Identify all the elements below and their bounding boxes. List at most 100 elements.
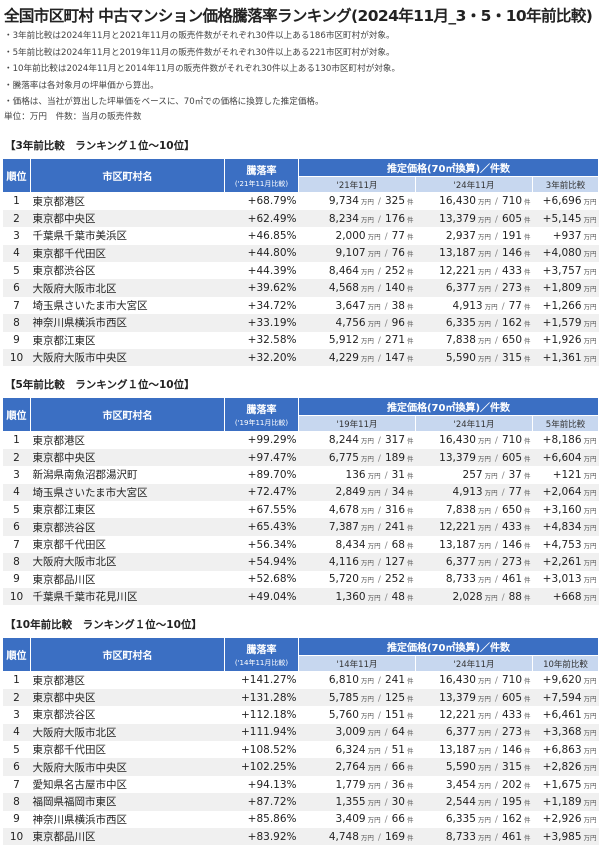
unit-price: 万円 <box>367 746 381 755</box>
change-rate: +39.62% <box>224 279 299 297</box>
prev-count: 66 <box>391 813 405 826</box>
municipality-name: 千葉県千葉市美浜区 <box>32 230 128 243</box>
header-rate-label: 騰落率 <box>246 405 277 416</box>
change-rate: +44.80% <box>224 244 299 263</box>
unit-count: 件 <box>524 285 531 294</box>
price-diff: +1,266 万円 <box>533 297 599 314</box>
header-cur: '24年11月 <box>415 655 533 672</box>
header-name: 市区町村名 <box>30 397 225 432</box>
unit-count: 件 <box>407 506 414 515</box>
separator: / <box>494 284 498 295</box>
header-cur: '24年11月 <box>415 415 533 432</box>
unit-price: 万円 <box>360 198 374 207</box>
cur-price: 2,937 <box>445 229 476 242</box>
prev-price: 8,244 <box>328 434 359 447</box>
cur-count: 650 <box>501 334 522 347</box>
municipality-name: 神奈川県横浜市西区 <box>30 314 225 332</box>
header-rank: 順位 <box>2 637 31 672</box>
table-row: 5 東京都渋谷区 +44.39% 8,464 万円/252 件 12,221 万円/4… <box>3 262 599 279</box>
separator: / <box>494 815 498 826</box>
table-row: 8 福岡県福岡市東区 +87.72% 1,355 万円/30 件 2,544 万円/1… <box>2 793 599 811</box>
unit-price: 万円 <box>360 437 374 446</box>
cur-price-count: 6,335 万円/162 件 <box>415 314 533 332</box>
rank: 4 <box>2 483 31 502</box>
unit-price: 万円 <box>583 798 597 807</box>
separator: / <box>501 592 505 603</box>
ranking-section: 【5年前比較 ランキング１位～10位】 順位 市区町村名 騰落率 ('19年11月… <box>2 375 600 606</box>
cur-price-count: 13,379 万円/605 件 <box>415 448 533 467</box>
diff-value: +3,368 <box>542 726 582 739</box>
diff-value: +3,985 <box>542 830 582 843</box>
price-diff: +3,160 万円 <box>533 501 599 518</box>
cur-price: 16,430 <box>439 434 476 447</box>
diff-value: +121 <box>552 468 582 481</box>
unit-price: 万円 <box>367 764 381 773</box>
cur-price: 13,379 <box>439 212 476 225</box>
header-rank: 順位 <box>2 397 31 432</box>
prev-price-count: 1,360 万円/48 件 <box>298 588 416 606</box>
cur-price-count: 13,379 万円/605 件 <box>415 209 533 228</box>
separator: / <box>384 763 388 774</box>
unit-count: 件 <box>407 337 414 346</box>
diff-value: +6,696 <box>542 195 582 208</box>
price-diff: +3,985 万円 <box>532 828 599 846</box>
unit-count: 件 <box>524 354 531 363</box>
separator: / <box>494 436 498 447</box>
unit-price: 万円 <box>477 198 491 207</box>
prev-price-count: 6,810 万円/241 件 <box>299 672 416 689</box>
cur-count: 191 <box>501 229 522 242</box>
unit-price: 万円 <box>477 677 491 686</box>
unit-price: 万円 <box>477 558 491 567</box>
prev-count: 77 <box>391 229 405 242</box>
diff-value: +2,261 <box>542 555 582 568</box>
separator: / <box>494 353 498 364</box>
price-diff: +1,675 万円 <box>533 776 599 793</box>
prev-price-count: 8,464 万円/252 件 <box>299 262 416 279</box>
unit-price: 万円 <box>583 337 597 346</box>
table-row: 2 東京都中央区 +131.28% 5,785 万円/125 件 13,379 万円 /… <box>2 688 599 707</box>
separator: / <box>494 540 498 551</box>
prev-price-count: 4,756 万円/96 件 <box>298 314 416 332</box>
unit-price: 万円 <box>477 215 491 224</box>
section-title: 【10年前比較 ランキング１位～10位】 <box>5 619 202 631</box>
cur-count: 605 <box>501 691 522 704</box>
unit-price: 万円 <box>583 489 597 498</box>
header-rate-label: 騰落率 <box>246 166 277 177</box>
prev-count: 36 <box>391 778 405 791</box>
cur-price: 6,377 <box>445 555 476 568</box>
change-rate: +67.55% <box>247 503 297 516</box>
cur-price: 8,733 <box>445 830 476 843</box>
table-row: 1 東京都港区 +68.79% 9,734 万円/325 件 16,430 万円/71… <box>3 193 599 210</box>
prev-price: 1,360 <box>335 590 366 603</box>
prev-price: 5,912 <box>328 334 359 347</box>
cur-price-count: 13,187 万円/146 件 <box>416 536 533 553</box>
table-row: 6 大阪府大阪市北区 +39.62% 4,568 万円/140 件 6,377 万円 /… <box>2 279 599 297</box>
unit-count: 件 <box>524 471 531 480</box>
cur-price: 13,187 <box>439 538 476 551</box>
price-diff: +7,594 万円 <box>532 688 599 707</box>
separator: / <box>384 488 388 499</box>
separator: / <box>384 728 388 739</box>
prev-count: 38 <box>391 299 405 312</box>
table-row: 9 神奈川県横浜市西区 +85.86% 3,409 万円/66 件 6,335 万円 /… <box>3 811 599 828</box>
unit-count: 件 <box>524 198 531 207</box>
separator: / <box>377 557 381 568</box>
unit-count: 件 <box>524 816 531 825</box>
table-row: 9 東京都江東区 +32.58% 5,912 万円/271 件 7,838 万円/65… <box>3 332 599 349</box>
separator: / <box>494 336 498 347</box>
unit-count: 件 <box>524 506 531 515</box>
prev-price: 6,324 <box>335 743 366 756</box>
cur-price: 8,733 <box>445 573 476 586</box>
unit-price: 万円 <box>583 198 597 207</box>
prev-count: 68 <box>391 538 405 551</box>
prev-price-count: 9,107 万円/76 件 <box>298 244 416 263</box>
header-rate-sub: ('14年11月比較) <box>234 659 289 667</box>
price-diff: +8,186 万円 <box>533 432 599 449</box>
separator: / <box>494 505 498 516</box>
separator: / <box>384 592 388 603</box>
table-row: 7 愛知県名古屋市中区 +94.13% 1,779 万円/36 件 3,454 万円 /… <box>3 776 599 793</box>
prev-price: 9,107 <box>335 247 366 260</box>
prev-count: 127 <box>384 555 405 568</box>
unit-count: 件 <box>407 437 414 446</box>
prev-price-count: 5,760 万円/151 件 <box>299 706 416 723</box>
